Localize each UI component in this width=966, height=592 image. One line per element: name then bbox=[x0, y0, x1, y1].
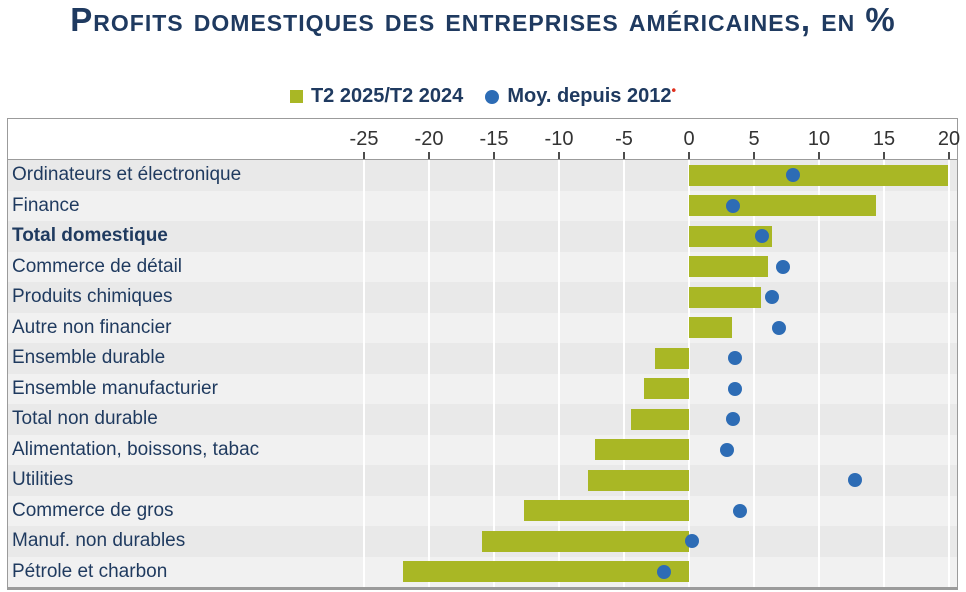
x-tick-label: -15 bbox=[479, 128, 509, 150]
x-tick-mark bbox=[623, 152, 625, 159]
legend-dot-swatch-icon bbox=[485, 89, 500, 104]
x-tick-mark bbox=[753, 152, 755, 159]
legend-bar-swatch-icon bbox=[289, 90, 303, 103]
average-dot bbox=[732, 503, 747, 518]
gridline bbox=[688, 160, 690, 587]
x-tick-label: -25 bbox=[349, 128, 379, 150]
profit-bar bbox=[587, 469, 689, 491]
profit-bar bbox=[630, 408, 689, 430]
average-dot bbox=[719, 442, 734, 457]
average-dot bbox=[771, 320, 786, 335]
x-tick-mark bbox=[428, 152, 430, 159]
gridline bbox=[428, 160, 430, 587]
category-label: Finance bbox=[12, 194, 80, 216]
profit-bar bbox=[689, 225, 773, 247]
page-title: Profits domestiques des entreprises amér… bbox=[70, 1, 896, 38]
average-dot bbox=[775, 259, 790, 274]
x-tick-label: 5 bbox=[748, 128, 760, 150]
category-label: Ensemble manufacturier bbox=[12, 377, 218, 399]
category-label: Total non durable bbox=[12, 408, 158, 430]
chart-row: Manuf. non durables bbox=[8, 526, 957, 557]
x-tick-label: -10 bbox=[544, 128, 574, 150]
average-dot bbox=[727, 381, 742, 396]
average-dot bbox=[684, 534, 699, 549]
category-label: Utilities bbox=[12, 469, 74, 491]
chart-row: Autre non financier bbox=[8, 312, 957, 343]
x-axis: -25 -20 -15 -10 -5 0 5 10 15 20 bbox=[8, 119, 961, 160]
x-tick-mark bbox=[818, 152, 820, 159]
chart-row: Ensemble durable bbox=[8, 343, 957, 374]
gridline bbox=[363, 160, 365, 587]
profit-bar bbox=[595, 439, 689, 461]
chart-row: Produits chimiques bbox=[8, 282, 957, 313]
average-dot bbox=[848, 473, 863, 488]
average-dot bbox=[727, 351, 742, 366]
gridline bbox=[493, 160, 495, 587]
chart-row: Total non durable bbox=[8, 404, 957, 435]
x-tick-label: 20 bbox=[937, 128, 961, 150]
gridline bbox=[623, 160, 625, 587]
x-tick-mark bbox=[493, 152, 495, 159]
category-label: Pétrole et charbon bbox=[12, 560, 168, 582]
category-label: Alimentation, boissons, tabac bbox=[12, 438, 260, 460]
x-tick-mark bbox=[363, 152, 365, 159]
category-label: Autre non financier bbox=[12, 316, 172, 338]
chart-row: Commerce de gros bbox=[8, 495, 957, 526]
category-label: Commerce de détail bbox=[12, 255, 183, 277]
average-dot bbox=[754, 229, 769, 244]
gridline bbox=[883, 160, 885, 587]
x-tick-mark bbox=[558, 152, 560, 159]
footnote-marker-icon: • bbox=[671, 82, 677, 98]
legend-dot-label: Moy. depuis 2012• bbox=[507, 82, 677, 107]
chart-row: Total domestique bbox=[8, 221, 957, 252]
chart-row: Ensemble manufacturier bbox=[8, 373, 957, 404]
x-tick-label: 0 bbox=[683, 128, 695, 150]
chart-row: Utilities bbox=[8, 465, 957, 496]
x-tick-label: -5 bbox=[615, 128, 633, 150]
chart-legend: T2 2025/T2 2024 Moy. depuis 2012• bbox=[0, 82, 966, 108]
chart-row: Pétrole et charbon bbox=[8, 556, 957, 587]
profit-bar bbox=[482, 530, 689, 552]
legend-bar-label: T2 2025/T2 2024 bbox=[310, 85, 464, 107]
chart-row: Commerce de détail bbox=[8, 251, 957, 282]
chart-plot-area: Ordinateurs et électronique Finance Total … bbox=[8, 160, 957, 587]
chart-row: Finance bbox=[8, 190, 957, 221]
x-tick-label: 10 bbox=[807, 128, 831, 150]
chart-row: Alimentation, boissons, tabac bbox=[8, 434, 957, 465]
x-tick-mark bbox=[948, 152, 950, 159]
average-dot bbox=[786, 168, 800, 183]
average-dot bbox=[765, 290, 780, 305]
average-dot bbox=[726, 198, 741, 213]
x-tick-label: -20 bbox=[414, 128, 444, 150]
gridline bbox=[753, 160, 755, 587]
x-tick-mark bbox=[688, 152, 690, 159]
profit-bar bbox=[689, 195, 877, 217]
category-label: Total domestique bbox=[12, 225, 168, 247]
profit-bar bbox=[403, 561, 689, 583]
category-label: Commerce de gros bbox=[12, 499, 174, 521]
average-dot bbox=[657, 564, 672, 579]
gridline bbox=[558, 160, 560, 587]
x-tick-mark bbox=[883, 152, 885, 159]
profit-bar bbox=[523, 500, 689, 522]
profit-bar bbox=[689, 286, 761, 308]
profit-bar bbox=[689, 164, 948, 186]
gridline bbox=[948, 160, 950, 587]
profit-bar bbox=[689, 317, 732, 339]
profits-bar-chart: -25 -20 -15 -10 -5 0 5 10 15 20 Ordinateurs et él… bbox=[7, 118, 961, 590]
profit-bar bbox=[655, 347, 689, 369]
category-label: Produits chimiques bbox=[12, 286, 173, 308]
category-label: Manuf. non durables bbox=[12, 530, 186, 552]
x-tick-label: 15 bbox=[872, 128, 896, 150]
chart-row: Ordinateurs et électronique bbox=[8, 160, 957, 191]
category-label: Ensemble durable bbox=[12, 347, 166, 369]
average-dot bbox=[726, 412, 741, 427]
gridline bbox=[818, 160, 820, 587]
category-label: Ordinateurs et électronique bbox=[12, 164, 242, 186]
profit-bar bbox=[643, 378, 689, 400]
profit-bar bbox=[689, 256, 769, 278]
